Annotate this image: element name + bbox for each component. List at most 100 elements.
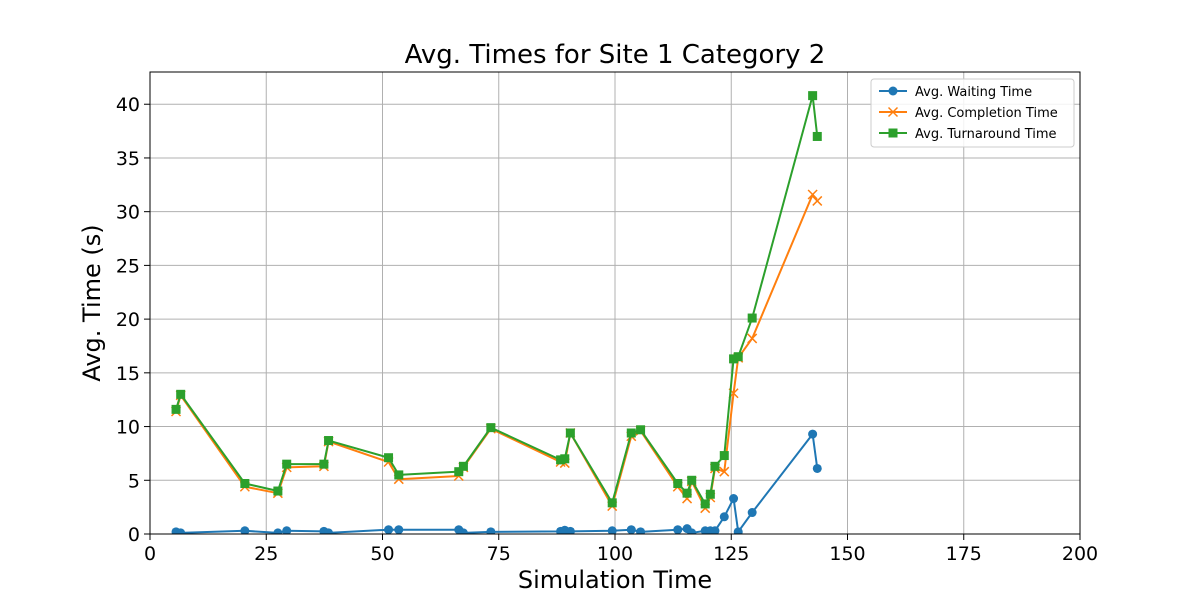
- data-point-avg-completion-time: [807, 189, 818, 200]
- data-point-avg-waiting-time: [719, 512, 729, 522]
- data-point-avg-waiting-time: [458, 528, 468, 534]
- data-point-avg-turnaround-time: [454, 467, 464, 477]
- data-point-avg-completion-time-stroke-b: [807, 189, 818, 200]
- x-tick-label: 25: [254, 543, 278, 565]
- data-point-avg-turnaround-time: [565, 428, 575, 438]
- data-point-avg-waiting-time: [747, 508, 757, 518]
- data-point-avg-turnaround-time: [700, 499, 710, 509]
- x-tick-label: 200: [1062, 543, 1098, 565]
- data-point-avg-waiting-time: [384, 525, 394, 534]
- x-tick-label: 150: [829, 543, 865, 565]
- legend-item-avg-waiting-time: Avg. Waiting Time: [879, 85, 1032, 100]
- grid-layer: [149, 72, 1081, 535]
- series-line-avg-completion-time: [175, 193, 819, 510]
- y-axis-label: Avg. Time (s): [78, 224, 106, 381]
- x-tick-label: 75: [487, 543, 511, 565]
- data-point-avg-waiting-time: [282, 526, 292, 534]
- data-point-avg-turnaround-time: [240, 479, 250, 489]
- data-point-avg-turnaround-time: [486, 423, 496, 433]
- data-point-avg-turnaround-time: [729, 354, 739, 364]
- data-point-avg-completion-time: [812, 195, 823, 206]
- data-point-avg-turnaround-time: [282, 459, 292, 469]
- data-point-avg-turnaround-time: [705, 489, 715, 499]
- data-point-avg-turnaround-time: [747, 313, 757, 323]
- y-tick-label: 10: [116, 417, 140, 439]
- series-avg-completion-time: [171, 189, 823, 514]
- data-point-avg-turnaround-time: [636, 425, 646, 435]
- y-tick-label: 0: [128, 524, 140, 546]
- data-point-avg-waiting-time: [733, 527, 743, 534]
- legend-label-avg-completion-time: Avg. Completion Time: [915, 106, 1058, 121]
- y-tick-label: 30: [116, 202, 140, 224]
- y-tick-label: 25: [116, 255, 140, 277]
- data-point-avg-waiting-time: [324, 528, 334, 534]
- data-point-avg-turnaround-time: [560, 454, 570, 464]
- data-point-avg-turnaround-time: [733, 352, 743, 362]
- data-point-avg-completion-time: [747, 333, 758, 344]
- data-point-avg-waiting-time: [240, 526, 250, 534]
- data-point-avg-waiting-time: [636, 527, 646, 534]
- chart-title: Avg. Times for Site 1 Category 2: [405, 40, 826, 70]
- series-avg-turnaround-time: [171, 91, 822, 509]
- data-point-avg-turnaround-time: [458, 461, 468, 471]
- data-point-avg-waiting-time: [273, 528, 283, 534]
- data-point-avg-turnaround-time: [171, 404, 181, 414]
- data-point-avg-turnaround-time: [682, 488, 692, 498]
- x-tick-label: 100: [597, 543, 633, 565]
- y-tick-label: 35: [116, 148, 140, 170]
- data-point-avg-turnaround-time: [607, 498, 617, 508]
- y-tick-label: 40: [116, 94, 140, 116]
- data-point-avg-turnaround-time: [808, 91, 818, 101]
- data-point-avg-completion-time-stroke-b: [747, 333, 758, 344]
- data-point-avg-turnaround-time: [673, 479, 683, 489]
- y-tick-label: 20: [116, 309, 140, 331]
- ticks-layer: 0 25 50 75 100 125 150 175 200 0 5 10 15 20 25 30 35 40: [116, 94, 1098, 565]
- data-point-avg-turnaround-time: [626, 428, 636, 438]
- series-line-avg-turnaround-time: [175, 94, 819, 505]
- data-point-avg-waiting-time: [808, 429, 818, 439]
- data-point-avg-waiting-time: [729, 494, 739, 504]
- x-tick-label: 175: [946, 543, 982, 565]
- data-point-avg-turnaround-time: [812, 131, 822, 141]
- legend-marker-avg-turnaround-time: [888, 128, 898, 138]
- data-point-avg-waiting-time: [486, 527, 496, 534]
- x-axis-label: Simulation Time: [518, 566, 712, 594]
- data-point-avg-turnaround-time: [324, 436, 334, 446]
- data-point-avg-turnaround-time: [319, 459, 329, 469]
- legend-label-avg-waiting-time: Avg. Waiting Time: [915, 85, 1032, 100]
- x-tick-label: 50: [370, 543, 394, 565]
- data-point-avg-waiting-time: [607, 526, 617, 534]
- y-tick-label: 5: [128, 470, 140, 492]
- data-point-avg-turnaround-time: [687, 475, 697, 485]
- data-point-avg-waiting-time: [394, 525, 404, 534]
- data-point-avg-turnaround-time: [176, 389, 186, 399]
- data-point-avg-waiting-time: [176, 528, 186, 534]
- data-point-avg-waiting-time: [565, 526, 575, 534]
- data-point-avg-completion-time-stroke-b: [719, 466, 730, 477]
- data-point-avg-waiting-time: [687, 528, 697, 534]
- data-point-avg-waiting-time: [812, 463, 822, 473]
- data-point-avg-waiting-time: [710, 526, 720, 534]
- x-tick-label: 125: [713, 543, 749, 565]
- data-point-avg-turnaround-time: [710, 461, 720, 471]
- legend-item-avg-completion-time: Avg. Completion Time: [879, 106, 1058, 121]
- data-point-avg-turnaround-time: [273, 486, 283, 496]
- data-point-avg-completion-time: [719, 466, 730, 477]
- y-tick-label: 15: [116, 363, 140, 385]
- legend: Avg. Waiting Time Avg. Completion Time Avg…: [870, 78, 1075, 148]
- legend-marker-avg-completion-time: [887, 106, 899, 118]
- legend-marker-avg-waiting-time: [888, 86, 898, 96]
- data-point-avg-waiting-time: [673, 525, 683, 534]
- data-point-avg-waiting-time: [626, 525, 636, 534]
- data-point-avg-completion-time-stroke-b: [812, 195, 823, 206]
- legend-box: [870, 78, 1075, 148]
- legend-item-avg-turnaround-time: Avg. Turnaround Time: [879, 127, 1057, 142]
- data-point-avg-turnaround-time: [384, 453, 394, 463]
- x-tick-label: 0: [144, 543, 156, 565]
- data-point-avg-turnaround-time: [719, 451, 729, 461]
- legend-label-avg-turnaround-time: Avg. Turnaround Time: [915, 127, 1057, 142]
- series-avg-waiting-time: [171, 429, 822, 534]
- legend-marker-avg-completion-time-stroke-b: [887, 106, 899, 118]
